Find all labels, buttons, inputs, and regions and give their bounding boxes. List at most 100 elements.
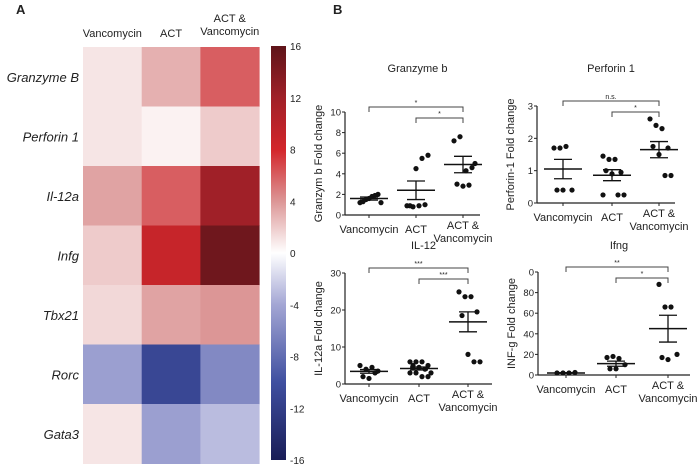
heatmap-cell — [200, 106, 260, 167]
y-tick-label: 60 — [523, 309, 534, 320]
data-point — [668, 304, 674, 310]
data-point — [656, 281, 662, 287]
scatter-plot-perforin-1: Perforin 1 Perforin-1 Fold change 0 1 2 3 Vanc… — [505, 63, 689, 233]
data-point — [457, 134, 463, 140]
y-axis-label: Perforin-1 Fold change — [505, 99, 517, 211]
colorbar-tick-label: -4 — [290, 301, 299, 312]
data-point — [560, 187, 566, 193]
data-point — [407, 359, 413, 365]
data-point — [659, 354, 665, 361]
x-tick-label: ACT & Vancomycin — [629, 208, 688, 233]
colorbar-tick-label: 0 — [290, 249, 296, 260]
y-tick-label: 4 — [336, 169, 341, 180]
x-tick-label: ACT — [405, 224, 427, 236]
heatmap-column-label: Vancomycin — [83, 28, 142, 40]
heatmap-row-label: Gata3 — [44, 427, 80, 442]
data-point — [616, 355, 622, 362]
significance-bracket — [418, 278, 469, 284]
panel-label-b: B — [333, 2, 342, 17]
data-point — [413, 359, 419, 365]
data-point — [360, 374, 366, 380]
plot-title: Granzyme b — [388, 63, 448, 75]
significance-label: ** — [614, 260, 620, 267]
significance-label: * — [641, 271, 644, 278]
heatmap-column-label: ACT — [160, 28, 182, 40]
data-point — [454, 181, 460, 187]
heatmap-row-label: Granzyme B — [7, 70, 80, 85]
x-tick-label: ACT — [601, 212, 623, 224]
x-tick-label-line: Vancomycin — [433, 233, 492, 245]
data-point — [462, 294, 468, 300]
significance-label: *** — [414, 261, 422, 268]
x-tick-label: ACT — [408, 393, 430, 405]
data-point — [554, 187, 560, 193]
data-point — [465, 351, 471, 357]
heatmap-row-label: Rorc — [52, 367, 80, 382]
data-point — [612, 156, 618, 162]
heatmap-cell — [141, 47, 201, 107]
data-point — [471, 359, 477, 365]
significance-label: * — [634, 105, 637, 112]
significance-label: *** — [439, 272, 447, 279]
heatmap-cell — [83, 166, 143, 226]
data-point — [615, 192, 621, 198]
y-tick-label: 1 — [528, 166, 533, 177]
heatmap-column-label-line: Vancomycin — [200, 26, 259, 38]
y-tick-label: 3 — [528, 102, 533, 113]
y-tick-label: 2 — [336, 190, 341, 201]
data-point — [607, 366, 613, 372]
data-point — [460, 183, 466, 189]
y-axis-label: INF-g Fold change — [506, 278, 518, 369]
colorbar: 16 12 8 4 0 -4 -8 -12 -16 — [271, 42, 305, 465]
x-tick-label-line: ACT & — [652, 380, 685, 392]
heatmap-cell — [200, 344, 260, 405]
significance-label: * — [438, 111, 441, 118]
data-point — [357, 362, 363, 369]
y-tick-label: 0 — [529, 268, 534, 279]
y-axis-label: IL-12a Fold change — [313, 281, 325, 376]
data-point — [600, 192, 606, 198]
x-tick-label: ACT — [605, 384, 627, 396]
y-tick-label: 8 — [336, 128, 341, 139]
data-point — [621, 192, 627, 198]
colorbar-tick-label: -12 — [290, 404, 305, 415]
heatmap-cell — [83, 106, 143, 167]
data-point — [650, 143, 656, 150]
scatter-plot-il-12: IL-12 IL-12a Fold change 0 10 20 30 Vancomycin… — [313, 240, 498, 414]
data-point — [557, 145, 563, 151]
heatmap-row-label: Infg — [57, 248, 79, 263]
y-tick-label: 6 — [336, 149, 341, 160]
data-point — [569, 187, 575, 193]
significance-label: n.s. — [605, 94, 616, 101]
heatmap-row-label: Perforin 1 — [23, 129, 79, 144]
data-point — [662, 172, 668, 179]
colorbar-tick-label: 4 — [290, 197, 296, 208]
data-point — [407, 370, 413, 376]
heatmap-cell — [83, 404, 143, 464]
data-point — [451, 138, 457, 144]
heatmap-cell — [141, 344, 201, 405]
data-point — [668, 172, 674, 179]
colorbar-tick-label: 8 — [290, 146, 296, 157]
x-tick-label-line: Vancomycin — [629, 221, 688, 233]
scatter-plot-granzyme-b: Granzyme b Granzym b Fold change 0 2 4 6 8 10 Va… — [313, 63, 493, 245]
data-point — [413, 166, 419, 172]
heatmap-row-label: Tbx21 — [43, 308, 79, 323]
heatmap-cell — [141, 225, 201, 286]
data-point — [369, 364, 375, 370]
plot-title: IL-12 — [411, 240, 436, 252]
significance-bracket — [611, 111, 660, 117]
data-point — [606, 156, 612, 162]
significance-label: * — [415, 100, 418, 107]
significance-bracket — [415, 117, 464, 123]
y-tick-label: 20 — [523, 350, 534, 361]
y-tick-label: 10 — [330, 343, 341, 354]
data-point — [419, 374, 425, 380]
y-tick-label: 40 — [523, 329, 534, 340]
data-point — [366, 375, 372, 382]
heatmap-cell — [141, 106, 201, 167]
colorbar-bar — [271, 46, 286, 460]
data-point — [674, 351, 680, 357]
